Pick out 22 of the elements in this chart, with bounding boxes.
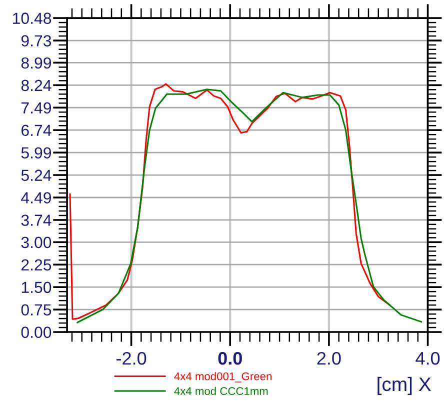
legend-label: 4x4 mod001_Green (174, 372, 272, 382)
y-tick-label: 0.75 (21, 304, 52, 316)
y-tick-label: 8.24 (21, 80, 52, 92)
y-tick-label: 9.73 (21, 35, 52, 46)
y-tick-label: 8.99 (21, 57, 52, 69)
x-axis-title: [cm] X (378, 376, 431, 395)
y-tick-label: 10.48 (13, 12, 52, 24)
y-tick-label: 3.74 (21, 214, 52, 226)
y-tick-label: 2.25 (21, 259, 52, 271)
y-tick-label: 7.49 (22, 102, 52, 114)
x-tick-label: -2.0 (116, 352, 146, 365)
x-tick-label: 0.0 (218, 352, 242, 365)
y-tick-label: 4.49 (21, 192, 52, 204)
x-tick-label: 2.0 (317, 352, 341, 365)
legend-label: 4x4 mod CCC1mm (174, 386, 268, 396)
y-tick-label: 6.74 (22, 124, 52, 136)
y-tick-label: 5.24 (21, 170, 52, 181)
y-tick-label: 3.00 (21, 236, 52, 248)
y-tick-label: 1.50 (22, 282, 52, 294)
y-tick-label: 0.00 (21, 326, 52, 338)
x-tick-label: 4.0 (416, 352, 440, 365)
y-tick-label: 5.99 (21, 147, 52, 159)
